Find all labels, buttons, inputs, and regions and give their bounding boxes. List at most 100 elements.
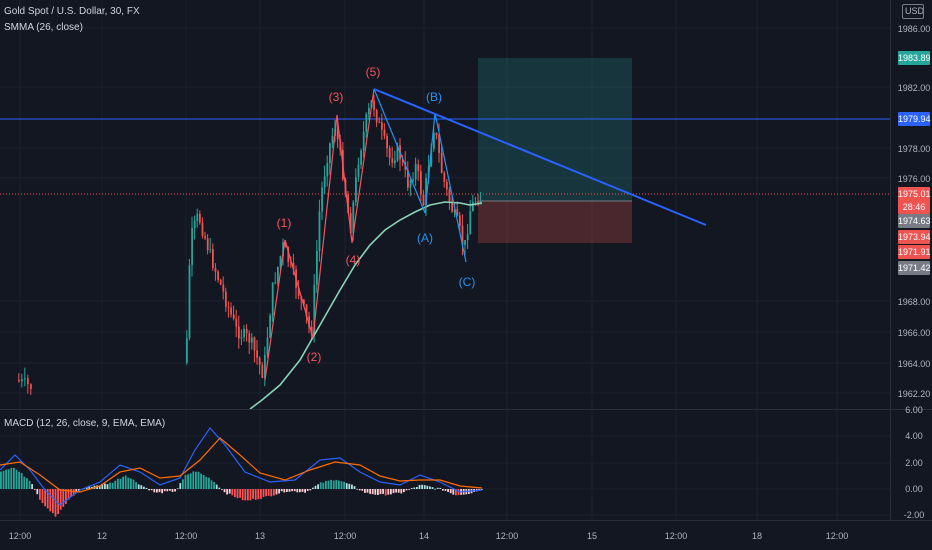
- histogram-bar: [46, 489, 49, 509]
- smma-legend[interactable]: SMMA (26, close): [4, 22, 83, 33]
- macd-line: [0, 427, 483, 506]
- histogram-bar: [340, 481, 343, 489]
- histogram-bar: [15, 469, 18, 489]
- long-position-profit-zone[interactable]: [478, 58, 632, 201]
- macd-histogram: [0, 467, 483, 517]
- histogram-bar: [122, 476, 124, 489]
- price-chart-canvas[interactable]: (1) (2) (3) (4) (5) (A) (B) (C): [0, 0, 890, 409]
- candle-body: [435, 132, 438, 136]
- bar-countdown-tag: 28:46: [898, 200, 930, 214]
- histogram-bar: [98, 485, 101, 489]
- histogram-bar: [332, 480, 335, 489]
- time-tick: 12:00: [495, 531, 519, 541]
- candle-body: [199, 213, 201, 223]
- candle-body: [355, 177, 357, 203]
- histogram-bar: [481, 488, 483, 490]
- candle-body: [321, 187, 323, 212]
- histogram-bar: [254, 489, 257, 500]
- histogram-bar: [397, 489, 400, 493]
- histogram-bar: [301, 489, 304, 492]
- histogram-bar: [426, 485, 429, 489]
- price-tick: 1964.00: [897, 359, 931, 369]
- histogram-bar: [439, 487, 442, 489]
- histogram-bar: [413, 487, 416, 489]
- stop-price-tag: 1973.94: [898, 230, 931, 244]
- histogram-bar: [119, 478, 122, 489]
- histogram-bar: [226, 489, 228, 495]
- histogram-bar: [405, 489, 408, 491]
- candle-body: [279, 256, 282, 268]
- histogram-bar: [111, 482, 114, 489]
- histogram-bar: [221, 489, 223, 490]
- histogram-bar: [23, 476, 26, 489]
- histogram-bar: [293, 489, 296, 492]
- candle-body: [30, 384, 32, 390]
- pane-separator[interactable]: [0, 409, 932, 410]
- impulse-wave-path[interactable]: [264, 88, 375, 381]
- histogram-bar: [371, 489, 374, 495]
- histogram-bar: [130, 478, 132, 489]
- histogram-bar: [228, 489, 231, 494]
- price-tick: 1966.00: [897, 328, 931, 338]
- histogram-bar: [72, 489, 75, 496]
- candle-body: [287, 247, 290, 263]
- candle-body: [214, 267, 217, 272]
- candle-body: [230, 307, 232, 315]
- histogram-bar: [182, 479, 184, 489]
- histogram-bar: [410, 488, 413, 489]
- candle-body: [472, 202, 474, 211]
- histogram-bar: [280, 489, 283, 492]
- corrective-wave-path[interactable]: [373, 88, 467, 263]
- histogram-bar: [163, 489, 166, 492]
- grid-lines: [0, 0, 890, 409]
- histogram-bar: [117, 478, 119, 489]
- histogram-bar: [189, 473, 192, 489]
- trendline[interactable]: [373, 88, 707, 226]
- candle-body: [206, 238, 209, 251]
- histogram-bar: [109, 482, 111, 489]
- histogram-bar: [127, 477, 130, 489]
- candle-body: [188, 264, 191, 339]
- histogram-bar: [132, 479, 135, 489]
- histogram-bar: [197, 471, 200, 489]
- macd-legend[interactable]: MACD (12, 26, close, 9, EMA, EMA): [4, 418, 166, 429]
- histogram-bar: [85, 486, 88, 489]
- histogram-bar: [265, 489, 267, 497]
- histogram-bar: [283, 489, 286, 493]
- candle-body: [378, 122, 381, 124]
- time-tick: 12: [96, 531, 108, 541]
- currency-label[interactable]: USD: [901, 4, 925, 19]
- candle-body: [240, 337, 243, 339]
- histogram-bar: [457, 489, 460, 496]
- time-axis-border: [0, 520, 932, 521]
- histogram-bar: [418, 484, 421, 489]
- candle-body: [381, 122, 383, 130]
- histogram-bar: [455, 489, 457, 496]
- candle-body: [219, 279, 222, 285]
- candle-body: [446, 181, 448, 190]
- symbol-legend[interactable]: Gold Spot / U.S. Dollar, 30, FX: [4, 6, 140, 17]
- macd-pane-canvas[interactable]: [0, 410, 890, 520]
- histogram-bar: [403, 489, 405, 493]
- histogram-bar: [223, 489, 226, 493]
- histogram-bar: [322, 482, 325, 489]
- long-position-stop-zone[interactable]: [478, 201, 632, 243]
- candle-body: [373, 100, 375, 111]
- histogram-bar: [291, 489, 293, 492]
- histogram-bar: [153, 489, 156, 493]
- histogram-bar: [421, 484, 423, 489]
- histogram-bar: [314, 485, 317, 489]
- wave-label-a: (A): [417, 231, 433, 245]
- histogram-bar: [2, 470, 5, 489]
- candle-body: [409, 180, 412, 188]
- candle-body: [245, 328, 248, 334]
- histogram-bar: [270, 489, 273, 497]
- histogram-bar: [377, 489, 379, 495]
- histogram-bar: [88, 485, 91, 489]
- candle-body: [261, 364, 264, 378]
- histogram-bar: [52, 489, 54, 514]
- histogram-bar: [31, 484, 33, 489]
- wave-label-3: (3): [329, 90, 344, 104]
- histogram-bar: [343, 481, 345, 489]
